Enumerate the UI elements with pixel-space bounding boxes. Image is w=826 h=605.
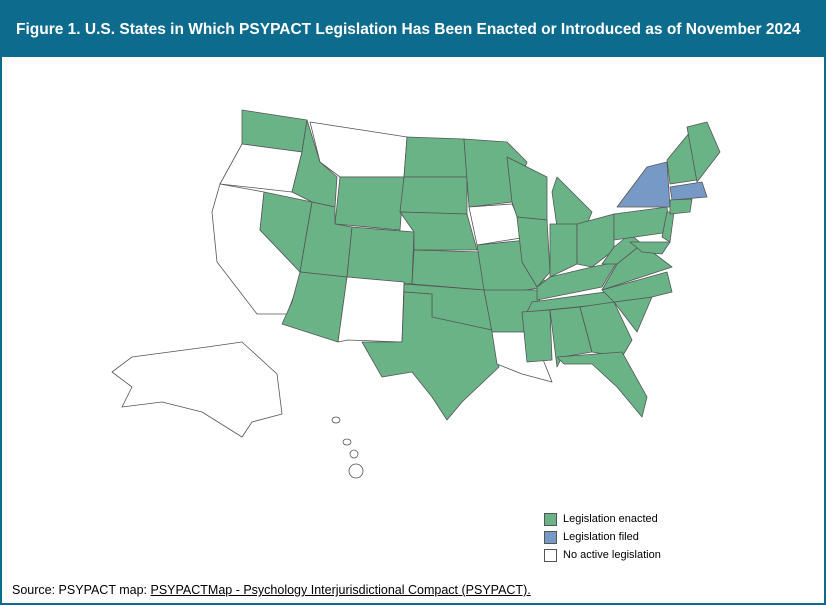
state — [411, 249, 485, 291]
source-prefix: Source: PSYPACT map: — [12, 583, 151, 597]
legend-label: Legislation filed — [563, 531, 639, 543]
state — [399, 176, 468, 215]
states — [111, 109, 721, 479]
state — [551, 176, 593, 228]
state — [342, 438, 352, 446]
state — [549, 223, 578, 278]
state — [669, 198, 693, 215]
state — [669, 181, 708, 201]
state — [601, 233, 643, 265]
legend-label: No active legislation — [563, 549, 661, 561]
state — [556, 351, 648, 418]
state — [629, 241, 671, 255]
state — [281, 271, 348, 343]
state — [403, 136, 468, 178]
state — [337, 276, 405, 343]
state — [579, 301, 633, 358]
title-bar: Figure 1. U.S. States in Which PSYPACT L… — [2, 2, 824, 57]
legend-item: Legislation enacted — [544, 510, 661, 528]
legend-item: Legislation filed — [544, 528, 661, 546]
legend-item: No active legislation — [544, 546, 661, 564]
state — [576, 213, 615, 268]
state — [111, 341, 283, 438]
source: Source: PSYPACT map: PSYPACTMap - Psycho… — [12, 583, 531, 597]
legend-label: Legislation enacted — [563, 513, 658, 525]
us-map — [111, 109, 721, 479]
state — [346, 226, 415, 285]
state — [516, 216, 551, 288]
source-link[interactable]: PSYPACTMap - Psychology Interjurisdictio… — [150, 583, 531, 597]
state — [349, 449, 359, 459]
state — [613, 206, 671, 241]
legend-swatch — [544, 548, 557, 562]
state — [361, 291, 500, 421]
state — [219, 143, 303, 193]
state — [521, 309, 553, 363]
state — [348, 463, 364, 479]
state — [549, 306, 593, 368]
legend-swatch — [544, 512, 557, 526]
state — [334, 176, 405, 231]
legend-swatch — [544, 530, 557, 544]
title: Figure 1. U.S. States in Which PSYPACT L… — [16, 21, 801, 38]
state — [399, 211, 478, 251]
state — [601, 271, 673, 303]
state — [331, 416, 341, 424]
state — [616, 161, 671, 208]
state — [686, 121, 721, 183]
legend: Legislation enacted Legislation filed No a… — [544, 510, 661, 564]
